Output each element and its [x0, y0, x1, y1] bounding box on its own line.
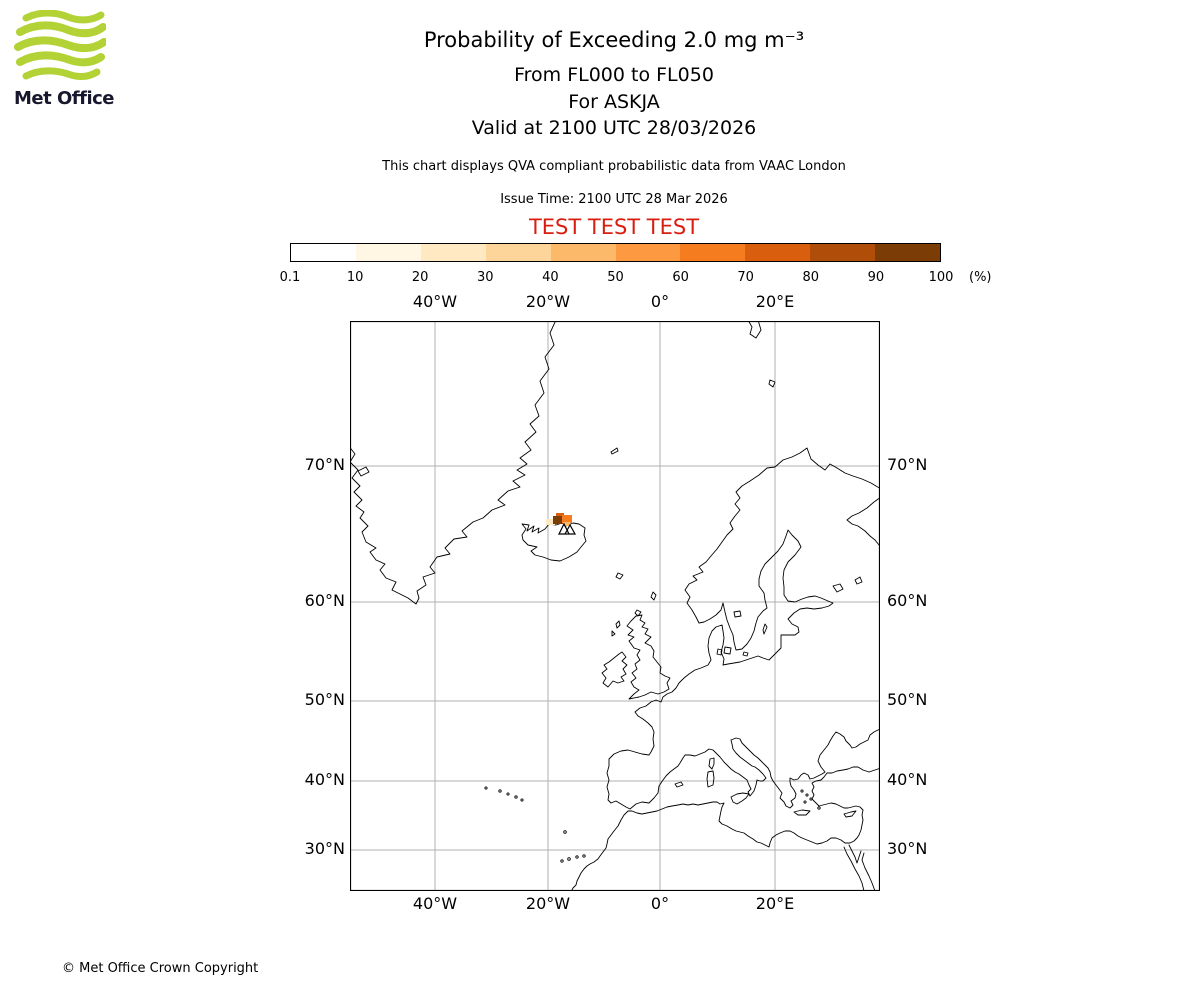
colorbar-segment — [615, 244, 681, 261]
lon-label-bottom: 40°W — [412, 894, 458, 913]
lat-label-left: 30°N — [304, 839, 345, 858]
colorbar-segment — [291, 244, 356, 261]
coast-ireland — [601, 651, 628, 688]
copyright: © Met Office Crown Copyright — [62, 961, 259, 976]
colorbar-segment — [680, 244, 746, 261]
coast-hebrides — [611, 620, 621, 637]
coast-bornholm — [742, 651, 749, 657]
coast-white-sea — [846, 497, 880, 548]
lat-label-right: 70°N — [887, 455, 928, 474]
lake-ladoga — [832, 583, 844, 593]
coast-sicily — [730, 792, 750, 805]
coast-canaries — [560, 854, 586, 863]
coast-cyprus — [843, 810, 857, 818]
coast-great-britain — [626, 614, 671, 700]
met-office-logo: Met Office — [14, 10, 115, 109]
lon-label-bottom: 0° — [650, 894, 670, 913]
lat-label-left: 40°N — [304, 770, 345, 789]
colorbar-tick-label: 90 — [867, 270, 885, 285]
subtitle-valid-time: Valid at 2100 UTC 28/03/2026 — [471, 117, 757, 139]
coast-mainland-south — [570, 766, 880, 891]
coast-crete — [793, 809, 811, 816]
lat-label-left: 70°N — [304, 455, 345, 474]
colorbar-tick-label: 0.1 — [279, 270, 301, 285]
map-frame — [350, 321, 880, 891]
coast-iceland — [521, 522, 587, 562]
lat-label-left: 60°N — [304, 591, 345, 610]
colorbar-tick-label: 50 — [607, 270, 624, 285]
coast-madeira — [563, 830, 567, 834]
colorbar-tick-label: 70 — [737, 270, 754, 285]
issue-time: Issue Time: 2100 UTC 28 Mar 2026 — [500, 192, 728, 207]
coast-orkney — [634, 609, 642, 617]
lat-label-right: 60°N — [887, 591, 928, 610]
lake-onega — [854, 576, 863, 585]
test-banner: TEST TEST TEST — [528, 215, 700, 239]
lon-label-top: 0° — [650, 292, 670, 311]
met-office-waves-icon — [14, 10, 106, 80]
colorbar-segment — [745, 244, 811, 261]
coast-corsica — [708, 757, 715, 770]
coast-greenland — [350, 321, 557, 605]
colorbar-tick-label: 40 — [542, 270, 559, 285]
colorbar — [290, 243, 941, 262]
lon-label-top: 40°W — [412, 292, 458, 311]
colorbar-tick-label: 30 — [477, 270, 494, 285]
coast-svalbard — [748, 321, 762, 339]
coast-aegean-islands — [800, 789, 821, 810]
colorbar-unit: (%) — [969, 270, 992, 285]
lake-vanern — [733, 610, 742, 618]
ash-probability-plume — [546, 513, 572, 526]
gridlines — [350, 321, 880, 891]
coast-azores — [484, 786, 524, 802]
colorbar-segment — [875, 244, 941, 261]
coastlines — [350, 321, 880, 891]
colorbar-segment — [420, 244, 486, 261]
volcano-marker-askja — [558, 522, 577, 535]
coast-bear-island — [768, 379, 776, 388]
lat-label-right: 30°N — [887, 839, 928, 858]
coast-red-sea — [843, 844, 876, 891]
subtitle-flight-levels: From FL000 to FL050 — [514, 64, 714, 86]
colorbar-tick-label: 10 — [346, 270, 364, 285]
qva-disclaimer: This chart displays QVA compliant probab… — [382, 159, 846, 174]
coast-jan-mayen — [610, 447, 619, 455]
coast-disko-island — [357, 466, 370, 477]
lon-label-top: 20°E — [755, 292, 795, 311]
colorbar-segment — [810, 244, 876, 261]
subtitle-volcano: For ASKJA — [568, 91, 660, 113]
lon-label-bottom: 20°W — [525, 894, 571, 913]
coast-faroe — [615, 572, 624, 580]
coast-funen — [716, 648, 723, 656]
colorbar-tick-label: 60 — [672, 270, 689, 285]
met-office-wordmark: Met Office — [14, 88, 115, 109]
lat-label-right: 50°N — [887, 690, 928, 709]
colorbar-tick-label: 80 — [802, 270, 820, 285]
coast-gotland — [762, 623, 768, 635]
colorbar-segment — [485, 244, 551, 261]
lat-label-right: 40°N — [887, 770, 928, 789]
coast-sardinia — [706, 770, 715, 788]
lat-label-left: 50°N — [304, 690, 345, 709]
colorbar-segment — [355, 244, 421, 261]
page-title: Probability of Exceeding 2.0 mg m⁻³ — [423, 28, 805, 52]
coast-shetland — [650, 591, 657, 601]
coast-mainland-north — [606, 447, 880, 810]
coast-zealand — [723, 646, 732, 655]
map — [350, 321, 880, 891]
coast-balearics — [674, 781, 684, 788]
lon-label-bottom: 20°E — [755, 894, 795, 913]
colorbar-tick-label: 20 — [411, 270, 429, 285]
lon-label-top: 20°W — [525, 292, 571, 311]
colorbar-tick-label: 100 — [928, 270, 954, 285]
colorbar-segment — [550, 244, 616, 261]
